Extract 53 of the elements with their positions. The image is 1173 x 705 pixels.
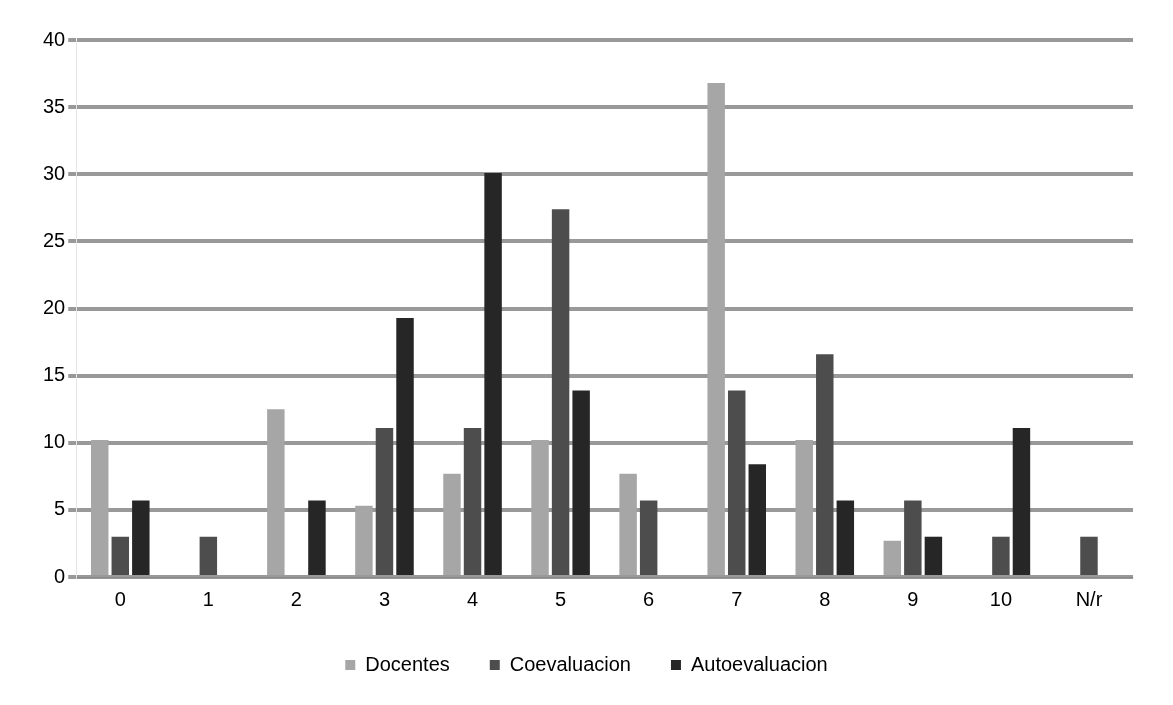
legend-label: Docentes (365, 652, 450, 675)
y-tick-label: 25 (43, 228, 66, 251)
x-tick-label: 4 (466, 587, 479, 610)
y-tick-label: 10 (43, 430, 66, 453)
bar (707, 82, 725, 575)
bar (531, 440, 549, 575)
bar (904, 500, 922, 575)
bar (111, 536, 130, 575)
bar (396, 317, 414, 575)
y-tick-label: 40 (43, 27, 66, 50)
x-tick-label: 8 (819, 587, 831, 610)
legend-label: Autoevaluacion (690, 652, 828, 675)
bar (484, 172, 502, 575)
bar (795, 440, 813, 575)
y-tick-label: 5 (54, 497, 66, 520)
bar (992, 536, 1010, 575)
x-tick-label: 5 (555, 587, 567, 610)
bar (619, 473, 637, 575)
bar (132, 500, 150, 575)
x-tick-label: 0 (114, 587, 126, 610)
x-tick-label: N/r (1075, 587, 1103, 610)
x-tick-label: 7 (731, 587, 743, 610)
bar (375, 427, 394, 575)
x-tick-label: 6 (643, 587, 655, 610)
bar (91, 440, 109, 575)
y-tick-label: 35 (43, 94, 66, 117)
y-tick-label: 20 (43, 296, 66, 319)
bar (308, 500, 326, 575)
x-tick-label: 2 (290, 587, 302, 610)
bar (924, 536, 943, 575)
bar (355, 505, 373, 575)
x-tick-label: 10 (989, 587, 1013, 610)
bar (572, 390, 590, 575)
legend-label: Coevaluacion (509, 652, 631, 675)
x-tick-label: 3 (378, 587, 391, 610)
bar (748, 464, 766, 575)
bar (1080, 536, 1098, 575)
bar (727, 390, 746, 575)
bar (883, 540, 902, 575)
x-tick-label: 1 (202, 587, 214, 610)
y-tick-label: 0 (54, 564, 66, 587)
y-tick-label: 15 (43, 363, 66, 386)
bar (836, 500, 855, 575)
bar (1012, 427, 1031, 575)
bar (463, 427, 482, 575)
bar (267, 409, 285, 575)
bar (639, 500, 658, 575)
bar (443, 473, 461, 575)
bar (551, 209, 570, 575)
y-tick-label: 30 (43, 161, 66, 184)
x-tick-label: 9 (907, 587, 919, 610)
bar (816, 354, 834, 575)
bar (199, 536, 218, 575)
